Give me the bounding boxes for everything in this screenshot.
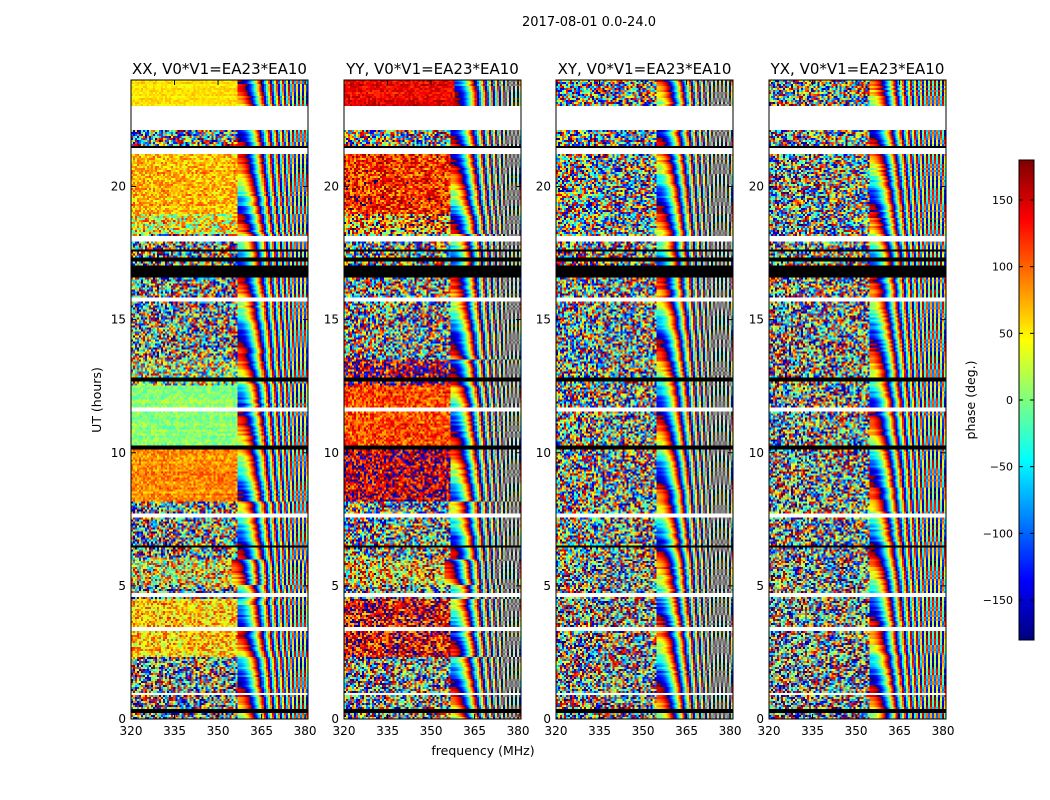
x-tick-label: 380 xyxy=(932,724,955,738)
y-tick-label: 15 xyxy=(749,313,764,327)
panel-2-frame xyxy=(343,79,522,720)
y-tick-label: 10 xyxy=(324,446,339,460)
y-tick-label: 20 xyxy=(749,180,764,194)
y-tick-label: 20 xyxy=(536,180,551,194)
x-tick-label: 365 xyxy=(250,724,273,738)
y-tick-label: 10 xyxy=(749,446,764,460)
x-tick-label: 335 xyxy=(376,724,399,738)
x-tick-label: 350 xyxy=(845,724,868,738)
panel-4: YX, V0*V1=EA23*EA10 320 335 350 365 380 0 5 10 15… xyxy=(749,60,955,738)
colorbar-tick-label: 150 xyxy=(992,194,1013,207)
x-axis-label: frequency (MHz) xyxy=(431,743,534,758)
y-tick-label: 5 xyxy=(756,579,764,593)
panel-4-heatmap xyxy=(769,80,946,719)
panel-4-frame xyxy=(768,79,947,720)
panel-1-title: XX, V0*V1=EA23*EA10 xyxy=(132,60,307,78)
colorbar-tick-label: 0 xyxy=(1006,394,1013,407)
x-tick-label: 365 xyxy=(675,724,698,738)
y-tick-label: 20 xyxy=(324,180,339,194)
x-tick-label: 380 xyxy=(294,724,317,738)
colorbar: −150 −100 −50 0 50 100 150 xyxy=(983,159,1035,641)
panel-3-heatmap xyxy=(556,80,733,719)
y-tick-label: 20 xyxy=(111,180,126,194)
panel-3: XY, V0*V1=EA23*EA10 320 335 350 365 380 0 5 10 15… xyxy=(536,60,742,738)
panel-1: XX, V0*V1=EA23*EA10 320 335 350 365 380 0 5 10 15… xyxy=(111,60,317,738)
y-tick-label: 15 xyxy=(111,313,126,327)
panels: XX, V0*V1=EA23*EA10 320 335 350 365 380 0 5 10 15… xyxy=(111,60,955,738)
panel-2-title: YY, V0*V1=EA23*EA10 xyxy=(345,60,519,78)
x-tick-label: 320 xyxy=(120,724,143,738)
colorbar-tick-label: −50 xyxy=(990,461,1013,474)
x-tick-label: 380 xyxy=(719,724,742,738)
y-tick-label: 5 xyxy=(331,579,339,593)
y-axis-label: UT (hours) xyxy=(89,367,104,433)
y-tick-label: 0 xyxy=(756,712,764,726)
x-tick-label: 380 xyxy=(507,724,530,738)
panel-2-heatmap xyxy=(344,80,521,719)
y-tick-label: 0 xyxy=(118,712,126,726)
colorbar-label: phase (deg.) xyxy=(963,361,978,440)
x-tick-label: 335 xyxy=(588,724,611,738)
x-tick-label: 365 xyxy=(463,724,486,738)
y-tick-label: 10 xyxy=(536,446,551,460)
x-tick-label: 320 xyxy=(545,724,568,738)
x-tick-label: 335 xyxy=(801,724,824,738)
panel-1-frame xyxy=(130,79,309,720)
y-tick-label: 15 xyxy=(536,313,551,327)
colorbar-tick-label: −150 xyxy=(983,594,1013,607)
x-tick-label: 350 xyxy=(420,724,443,738)
y-tick-label: 15 xyxy=(324,313,339,327)
panel-3-title: XY, V0*V1=EA23*EA10 xyxy=(558,60,732,78)
panel-4-title: YX, V0*V1=EA23*EA10 xyxy=(770,60,945,78)
colorbar-tick-label: −100 xyxy=(983,527,1013,540)
y-tick-label: 0 xyxy=(331,712,339,726)
colorbar-tick-label: 100 xyxy=(992,261,1013,274)
x-tick-label: 365 xyxy=(888,724,911,738)
panel-1-heatmap xyxy=(131,80,308,719)
y-tick-label: 5 xyxy=(543,579,551,593)
colorbar-tick-label: 50 xyxy=(999,327,1013,340)
figure-suptitle: 2017-08-01 0.0-24.0 xyxy=(522,15,656,30)
y-tick-label: 10 xyxy=(111,446,126,460)
x-tick-label: 320 xyxy=(333,724,356,738)
x-tick-label: 350 xyxy=(207,724,230,738)
y-tick-label: 0 xyxy=(543,712,551,726)
x-tick-label: 350 xyxy=(632,724,655,738)
y-tick-label: 5 xyxy=(118,579,126,593)
x-tick-label: 335 xyxy=(163,724,186,738)
panel-2: YY, V0*V1=EA23*EA10 320 335 350 365 380 0 5 10 15… xyxy=(324,60,530,738)
x-tick-label: 320 xyxy=(758,724,781,738)
panel-3-frame xyxy=(555,79,734,720)
